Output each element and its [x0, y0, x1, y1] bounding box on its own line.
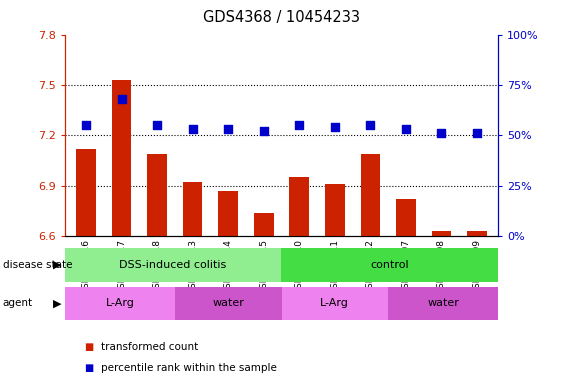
Bar [388, 287, 498, 320]
Bar [281, 248, 498, 281]
Point [472, 130, 481, 136]
Bar [325, 184, 345, 236]
Text: transformed count: transformed count [101, 342, 199, 352]
Point [224, 126, 233, 132]
Point [366, 122, 375, 128]
Point [117, 96, 126, 102]
Point [437, 130, 446, 136]
Text: ■: ■ [84, 363, 93, 373]
Bar [218, 191, 238, 236]
Text: control: control [370, 260, 409, 270]
Text: ▶: ▶ [53, 260, 62, 270]
Text: disease state: disease state [3, 260, 72, 270]
Bar [65, 287, 175, 320]
Bar [467, 231, 486, 236]
Bar [396, 199, 415, 236]
Bar [65, 248, 281, 281]
Text: ▶: ▶ [53, 298, 62, 308]
Bar [183, 182, 203, 236]
Point [330, 124, 339, 131]
Text: L-Arg: L-Arg [105, 298, 134, 308]
Text: ■: ■ [84, 342, 93, 352]
Point [82, 122, 91, 128]
Text: percentile rank within the sample: percentile rank within the sample [101, 363, 277, 373]
Bar [360, 154, 380, 236]
Bar [175, 287, 282, 320]
Text: L-Arg: L-Arg [320, 298, 349, 308]
Bar [432, 231, 451, 236]
Point [188, 126, 197, 132]
Bar [77, 149, 96, 236]
Text: DSS-induced colitis: DSS-induced colitis [119, 260, 227, 270]
Bar [112, 80, 131, 236]
Text: water: water [427, 298, 459, 308]
Point [295, 122, 304, 128]
Text: GDS4368 / 10454233: GDS4368 / 10454233 [203, 10, 360, 25]
Bar [254, 213, 274, 236]
Point [153, 122, 162, 128]
Text: agent: agent [3, 298, 33, 308]
Point [259, 128, 268, 134]
Bar [148, 154, 167, 236]
Bar [282, 287, 388, 320]
Point [401, 126, 410, 132]
Bar [289, 177, 309, 236]
Text: water: water [212, 298, 244, 308]
